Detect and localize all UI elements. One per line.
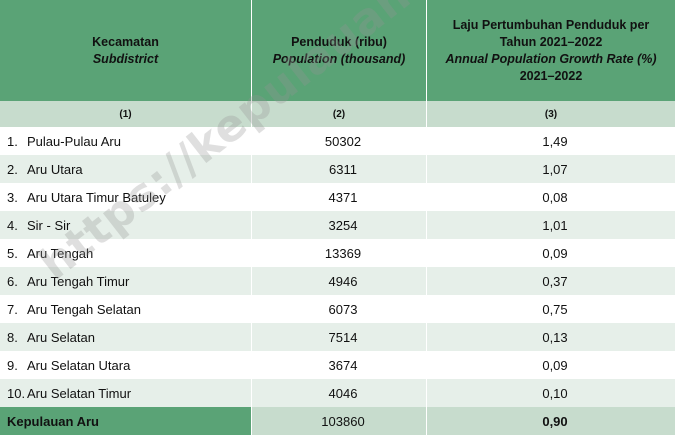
- row-number: 9.: [7, 357, 18, 373]
- row-number: 5.: [7, 245, 18, 261]
- growth-rate-value: 1,07: [542, 161, 568, 177]
- growth-rate-value: 0,08: [542, 189, 568, 205]
- row-number: 3.: [7, 189, 18, 205]
- population-value: 4046: [252, 379, 427, 407]
- subdistrict-cell: 6. Aru Tengah Timur: [0, 267, 252, 295]
- header-subdistrict: Kecamatan Subdistrict: [0, 0, 252, 101]
- column-number-2: (2): [252, 101, 427, 127]
- row-number: 8.: [7, 329, 18, 345]
- table-row: 1. Pulau-Pulau Aru 50302 1,49: [0, 127, 675, 155]
- growth-rate-value: 0,09: [542, 357, 568, 373]
- header-growth-line1: Laju Pertumbuhan Penduduk per: [452, 17, 650, 32]
- growth-rate-value: 1,01: [542, 217, 568, 233]
- header-population: Penduduk (ribu) Population (thousand): [252, 0, 427, 101]
- header-growth-line4: 2021–2022: [519, 68, 583, 83]
- subdistrict-cell: 4. Sir - Sir: [0, 211, 252, 239]
- table-row: 10. Aru Selatan Timur 4046 0,10: [0, 379, 675, 407]
- growth-rate-value: 1,49: [542, 133, 568, 149]
- row-number: 2.: [7, 161, 18, 177]
- total-label: Kepulauan Aru: [0, 407, 252, 435]
- subdistrict-name: Aru Selatan: [27, 329, 95, 345]
- growth-rate-value: 0,10: [542, 385, 568, 401]
- population-value: 4946: [252, 267, 427, 295]
- table-body: 1. Pulau-Pulau Aru 50302 1,49 2. Aru Utara 631…: [0, 127, 675, 407]
- subdistrict-name: Aru Utara: [27, 161, 83, 177]
- total-population: 103860: [252, 407, 427, 435]
- subdistrict-cell: 2. Aru Utara: [0, 155, 252, 183]
- header-population-id: Penduduk (ribu): [291, 34, 387, 49]
- row-number: 4.: [7, 217, 18, 233]
- growth-rate-value: 0,37: [542, 273, 568, 289]
- subdistrict-name: Aru Tengah Timur: [27, 273, 130, 289]
- table-row: 2. Aru Utara 6311 1,07: [0, 155, 675, 183]
- subdistrict-cell: 5. Aru Tengah: [0, 239, 252, 267]
- row-number: 6.: [7, 273, 18, 289]
- row-number: 7.: [7, 301, 18, 317]
- subdistrict-cell: 3. Aru Utara Timur Batuley: [0, 183, 252, 211]
- header-growth-en: Annual Population Growth Rate (%): [445, 51, 657, 66]
- table-header: Kecamatan Subdistrict Penduduk (ribu) Po…: [0, 0, 675, 101]
- subdistrict-cell: 10. Aru Selatan Timur: [0, 379, 252, 407]
- population-value: 3674: [252, 351, 427, 379]
- table-row: 4. Sir - Sir 3254 1,01: [0, 211, 675, 239]
- subdistrict-cell: 9. Aru Selatan Utara: [0, 351, 252, 379]
- table-row: 5. Aru Tengah 13369 0,09: [0, 239, 675, 267]
- total-growth: 0,90: [427, 407, 675, 435]
- header-subdistrict-en: Subdistrict: [92, 51, 159, 66]
- population-value: 4371: [252, 183, 427, 211]
- subdistrict-name: Aru Tengah: [27, 245, 94, 261]
- table-row: 6. Aru Tengah Timur 4946 0,37: [0, 267, 675, 295]
- subdistrict-name: Aru Tengah Selatan: [27, 301, 141, 317]
- column-number-3: (3): [544, 108, 558, 120]
- column-number-1: (1): [0, 101, 252, 127]
- subdistrict-name: Aru Selatan Utara: [27, 357, 131, 373]
- population-value: 3254: [252, 211, 427, 239]
- population-value: 50302: [252, 127, 427, 155]
- row-number: 10.: [7, 385, 26, 401]
- table-row: 9. Aru Selatan Utara 3674 0,09: [0, 351, 675, 379]
- header-subdistrict-id: Kecamatan: [92, 34, 159, 49]
- table-row: 7. Aru Tengah Selatan 6073 0,75: [0, 295, 675, 323]
- subdistrict-name: Aru Selatan Timur: [27, 385, 132, 401]
- growth-rate-value: 0,13: [542, 329, 568, 345]
- population-value: 6311: [252, 155, 427, 183]
- growth-rate-value: 0,75: [542, 301, 568, 317]
- subdistrict-name: Pulau-Pulau Aru: [27, 133, 121, 149]
- subdistrict-name: Aru Utara Timur Batuley: [27, 189, 166, 205]
- total-row: Kepulauan Aru 103860 0,90: [0, 407, 675, 435]
- population-value: 13369: [252, 239, 427, 267]
- header-growth-line2: Tahun 2021–2022: [499, 34, 603, 49]
- table-row: 8. Aru Selatan 7514 0,13: [0, 323, 675, 351]
- growth-rate-value: 0,09: [542, 245, 568, 261]
- column-number-row: (1) (2) (3): [0, 101, 675, 127]
- subdistrict-name: Sir - Sir: [27, 217, 71, 233]
- subdistrict-cell: 7. Aru Tengah Selatan: [0, 295, 252, 323]
- header-population-en: Population (thousand): [272, 51, 406, 66]
- row-number: 1.: [7, 133, 18, 149]
- header-growth-rate: Laju Pertumbuhan Penduduk per Tahun 2021…: [427, 0, 675, 101]
- subdistrict-cell: 1. Pulau-Pulau Aru: [0, 127, 252, 155]
- subdistrict-cell: 8. Aru Selatan: [0, 323, 252, 351]
- population-value: 6073: [252, 295, 427, 323]
- population-value: 7514: [252, 323, 427, 351]
- table-row: 3. Aru Utara Timur Batuley 4371 0,08: [0, 183, 675, 211]
